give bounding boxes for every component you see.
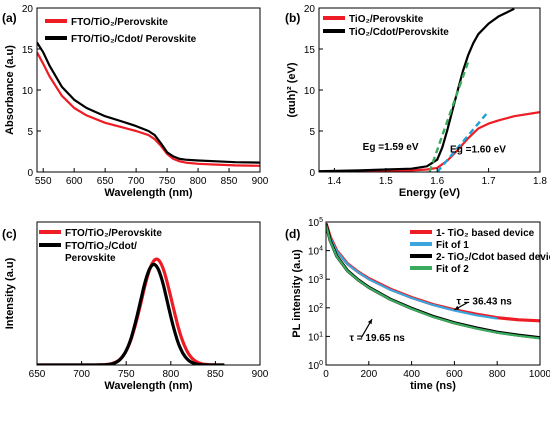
y-tick-label: 105: [308, 217, 323, 229]
annotation-2: τ = 19.65 ns: [350, 333, 406, 344]
plot-area: [319, 8, 540, 172]
series-line-2: [37, 262, 225, 365]
legend-label-1: FTO/TiO₂/Perovskite: [71, 17, 168, 28]
x-tick-label: 750: [118, 369, 135, 380]
legend-label-2: FTO/TiO₂/Cdot/ Perovskite: [71, 34, 197, 45]
x-tick-label: 650: [97, 176, 114, 187]
legend-label-2: FTO/TiO₂/Cdot/: [65, 241, 137, 252]
y-tick-label: 15: [304, 45, 316, 56]
x-axis-label: Wavelength (nm): [104, 187, 193, 199]
legend-label-1: TiO₂/Perovskite: [349, 14, 424, 25]
x-tick-label: 900: [252, 369, 269, 380]
legend-label-2: Perovskite: [65, 253, 116, 264]
plot-area: [37, 257, 225, 365]
y-axis-label: PL intensity (a.u): [291, 249, 303, 338]
x-tick-label: 550: [35, 176, 52, 187]
annotation-arrowhead: [454, 305, 460, 310]
annotation-1: τ = 36.43 ns: [457, 297, 513, 308]
x-tick-label: 600: [66, 176, 83, 187]
x-tick-label: 700: [73, 369, 90, 380]
x-tick-label: 1.5: [379, 176, 393, 187]
series-line-1: [319, 111, 540, 172]
x-tick-label: 750: [159, 176, 176, 187]
series-line-4: [326, 224, 540, 340]
legend-label-2: Fit of 1: [436, 240, 469, 251]
series-line-1: [37, 257, 225, 365]
y-tick-label: 15: [22, 45, 34, 56]
y-axis-label: Intensity (a.u): [4, 257, 16, 329]
chart-d: (d) 0 200 400 600 800 1000 100 101 102 103 104 105 ti…: [285, 217, 550, 392]
x-tick-label: 700: [128, 176, 145, 187]
y-axis-label: (αuh)² (eV): [286, 62, 298, 117]
fit-line-2: [428, 61, 470, 172]
axes-frame: [36, 7, 261, 173]
x-tick-label: 1.8: [533, 176, 547, 187]
y-tick-label: 10: [22, 86, 34, 97]
x-tick-label: 1.7: [482, 176, 496, 187]
x-axis-label: Wavelength (nm): [104, 380, 193, 392]
legend-label-1: FTO/TiO₂/Perovskite: [65, 228, 162, 239]
series-line-2: [37, 41, 260, 164]
series-line-2: [326, 224, 498, 320]
plot-area: [326, 222, 540, 340]
plot-area: [37, 41, 260, 167]
x-tick-label: 200: [360, 369, 377, 380]
y-tick-label: 5: [309, 127, 315, 138]
x-tick-label: 1.4: [327, 176, 341, 187]
annotation-arrowhead: [367, 319, 373, 325]
annotation-2: Eg =1.60 eV: [450, 144, 506, 155]
legend-label-4: Fit of 2: [436, 264, 469, 275]
x-axis-label: Energy (eV): [399, 187, 460, 199]
legend-label-1: 1- TiO₂ based device: [436, 228, 535, 239]
chart-b: (b) 1.4 1.5 1.6 1.7 1.8 0 5 10 15 20 Energy (eV) (αu…: [285, 4, 547, 199]
y-tick-label: 103: [308, 274, 323, 286]
panel-label: (a): [2, 11, 17, 25]
panel-label: (b): [285, 11, 300, 25]
series-line-1: [37, 51, 260, 167]
series-line-2: [319, 8, 515, 172]
x-tick-label: 1.6: [430, 176, 444, 187]
y-tick-label: 20: [22, 4, 34, 15]
x-tick-label: 800: [190, 176, 207, 187]
x-tick-label: 800: [489, 369, 506, 380]
x-tick-label: 900: [252, 176, 269, 187]
axes-frame: [325, 221, 541, 366]
legend-label-3: 2- TiO₂/Cdot based device: [436, 252, 550, 263]
legend: FTO/TiO₂/Perovskite FTO/TiO₂/Cdot/ Perovs…: [45, 17, 197, 45]
x-tick-label: 1000: [529, 369, 550, 380]
x-tick-label: 800: [162, 369, 179, 380]
y-tick-label: 10: [304, 86, 316, 97]
y-tick-label: 101: [308, 331, 323, 343]
x-tick-label: 850: [207, 369, 224, 380]
x-tick-label: 600: [446, 369, 463, 380]
y-tick-label: 0: [309, 168, 315, 179]
y-tick-label: 100: [308, 360, 323, 372]
chart-a: (a) 550 600 650 700 750 800 850 900 0 5 10 15 20 Wavel…: [2, 4, 269, 199]
x-axis-label: time (ns): [410, 380, 456, 392]
y-tick-label: 5: [27, 127, 33, 138]
y-tick-label: 102: [308, 303, 323, 315]
legend: FTO/TiO₂/Perovskite FTO/TiO₂/Cdot/Perovsk…: [39, 228, 162, 264]
axes-frame: [36, 221, 261, 366]
x-tick-label: 850: [221, 176, 238, 187]
legend: TiO₂/Perovskite TiO₂/Cdot/Perovskite: [323, 14, 449, 38]
x-tick-label: 400: [403, 369, 420, 380]
panel-label: (d): [285, 227, 300, 241]
fit-line-1: [436, 110, 490, 172]
y-tick-label: 20: [304, 4, 316, 15]
panel-label: (c): [2, 227, 17, 241]
y-tick-label: 104: [308, 246, 323, 258]
legend-label-2: TiO₂/Cdot/Perovskite: [349, 27, 449, 38]
y-tick-label: 0: [27, 168, 33, 179]
x-tick-label: 650: [29, 369, 46, 380]
x-tick-label: 0: [323, 369, 329, 380]
y-axis-label: Absorbance (a.u): [4, 45, 16, 135]
chart-c: (c) 650 700 750 800 850 900 Wavelength (nm) Inte…: [2, 221, 269, 392]
annotation-1: Eg =1.59 eV: [363, 142, 419, 153]
